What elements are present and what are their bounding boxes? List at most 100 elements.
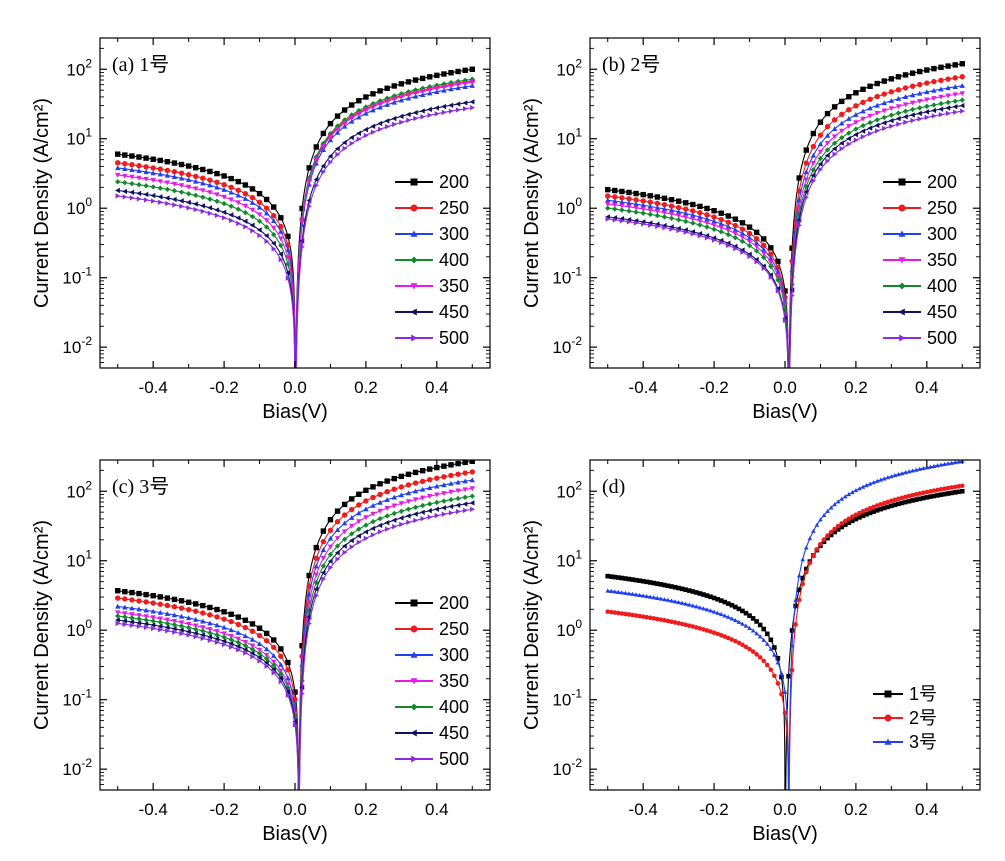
data-point-500: [221, 215, 227, 221]
data-point-250: [902, 85, 909, 91]
data-point-3号: [764, 641, 770, 646]
data-point-2号: [672, 620, 678, 625]
data-point-500: [754, 258, 760, 265]
data-point-500: [889, 123, 895, 129]
data-point-200: [334, 508, 341, 514]
data-point-2号: [842, 518, 848, 524]
data-point-200: [143, 591, 149, 598]
data-point-350: [129, 174, 135, 180]
data-point-350: [746, 239, 753, 245]
chart-panel-2: -0.4 -0.2 0.0 0.2 0.4 10-2 10-1 100 101 102 Bias(V…: [521, 37, 981, 423]
data-point-3号: [896, 472, 901, 477]
data-point-250: [633, 197, 639, 203]
data-point-400: [271, 662, 277, 668]
data-point-300: [313, 563, 319, 569]
data-point-350: [753, 244, 760, 250]
data-point-300: [207, 182, 213, 188]
data-point-200: [853, 90, 859, 96]
data-point-3号: [605, 588, 611, 593]
data-point-350: [761, 251, 767, 256]
data-point-500: [158, 626, 163, 633]
data-point-300: [256, 641, 263, 647]
data-point-450: [334, 550, 340, 556]
data-point-200: [256, 625, 263, 631]
data-point-200: [292, 372, 297, 377]
data-point-200: [136, 590, 142, 597]
data-point-500: [385, 124, 390, 130]
data-point-200: [185, 163, 192, 169]
legend-item-2号: 2号: [873, 708, 937, 728]
data-point-200: [654, 194, 661, 200]
data-point-2号: [835, 523, 841, 529]
data-point-2号: [651, 616, 657, 621]
data-point-2号: [626, 612, 632, 617]
data-point-500: [832, 151, 838, 157]
data-point-300: [448, 480, 454, 486]
data-point-250: [313, 555, 319, 561]
data-point-450: [136, 620, 142, 626]
data-point-500: [782, 317, 788, 324]
data-point-400: [377, 98, 383, 104]
data-point-350: [412, 497, 419, 503]
data-point-400: [214, 198, 220, 204]
plot-area: [605, 61, 965, 368]
data-point-200: [207, 168, 213, 175]
data-point-350: [817, 149, 824, 155]
data-point-300: [271, 652, 277, 658]
data-point-450: [228, 212, 234, 218]
data-point-400: [619, 207, 625, 213]
data-point-300: [895, 96, 902, 101]
data-point-3号: [864, 482, 869, 488]
data-point-500: [662, 224, 668, 231]
data-point-350: [356, 519, 362, 525]
data-point-350: [115, 172, 121, 178]
data-point-350: [405, 499, 412, 505]
data-point-350: [831, 134, 838, 140]
data-point-450: [334, 145, 340, 152]
data-point-250: [398, 484, 405, 490]
data-point-350: [271, 225, 277, 231]
data-point-500: [960, 108, 965, 114]
data-point-300: [647, 203, 653, 209]
data-point-200: [193, 601, 199, 607]
data-point-250: [654, 200, 661, 207]
data-point-2号: [850, 514, 855, 519]
data-point-450: [959, 102, 965, 109]
data-point-350: [334, 536, 341, 541]
data-point-3号: [920, 466, 926, 471]
data-point-250: [171, 604, 178, 610]
data-point-400: [831, 140, 838, 146]
data-point-250: [157, 601, 163, 607]
data-point-400: [931, 102, 937, 108]
data-point-2号: [796, 597, 802, 603]
data-point-3号: [867, 481, 873, 486]
data-point-250: [115, 595, 121, 601]
data-point-2号: [704, 628, 710, 633]
data-point-300: [150, 608, 156, 614]
legend-marker: [410, 729, 417, 737]
data-point-400: [753, 248, 760, 254]
data-point-350: [278, 668, 284, 674]
data-point-350: [271, 659, 277, 665]
data-point-250: [938, 77, 944, 84]
data-point-200: [285, 233, 291, 240]
data-point-500: [363, 535, 369, 542]
data-point-300: [157, 171, 163, 177]
data-point-300: [831, 126, 838, 131]
data-point-2号: [718, 632, 724, 638]
data-point-250: [860, 99, 866, 106]
data-point-500: [427, 112, 433, 118]
data-point-350: [384, 506, 390, 511]
legend-label: 250: [439, 619, 469, 639]
data-point-300: [718, 221, 724, 227]
data-point-250: [427, 476, 433, 483]
data-point-250: [185, 606, 192, 613]
legend-item-350: 350: [883, 250, 957, 270]
data-point-200: [888, 76, 895, 82]
data-point-400: [129, 615, 135, 621]
data-point-200: [612, 187, 618, 194]
data-point-500: [243, 224, 249, 230]
data-point-250: [768, 251, 774, 257]
data-point-1号: [789, 628, 795, 633]
data-point-350: [327, 544, 334, 550]
